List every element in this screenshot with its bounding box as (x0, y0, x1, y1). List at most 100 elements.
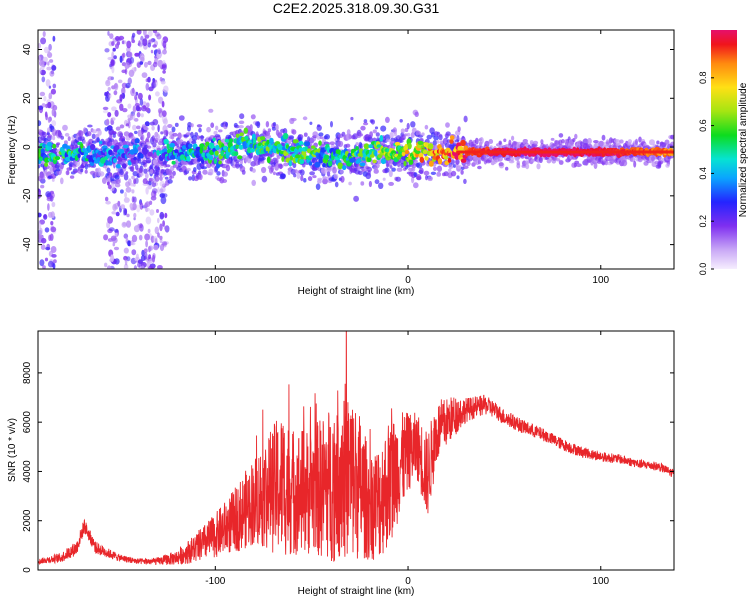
track-halo (426, 134, 432, 140)
track-point (314, 161, 321, 168)
track-halo (91, 129, 98, 134)
track-point (46, 141, 53, 147)
track-halo (186, 167, 191, 172)
track-halo (163, 129, 169, 136)
noise-blob (139, 61, 144, 65)
track-point (363, 143, 370, 150)
track-halo (234, 124, 240, 129)
track-point (355, 146, 359, 151)
track-halo (157, 141, 163, 146)
track-halo (303, 178, 307, 183)
noise-blob (104, 48, 110, 53)
track-point (377, 154, 383, 159)
track-halo (638, 136, 642, 143)
track-halo (138, 167, 143, 174)
noise-blob (146, 102, 150, 108)
noise-blob (145, 207, 149, 213)
track-halo (436, 171, 442, 177)
noise-blob (161, 241, 168, 246)
track-halo (332, 166, 337, 174)
noise-blob (123, 247, 129, 254)
y-tick-label: 20 (22, 92, 33, 104)
noise-blob (104, 262, 108, 268)
noise-blob (121, 221, 127, 228)
snr-marks (38, 331, 674, 566)
track-halo (98, 171, 105, 177)
track-halo (442, 137, 448, 145)
track-halo (307, 176, 313, 182)
track-halo (291, 129, 297, 135)
track-point (223, 145, 228, 151)
noise-blob (107, 87, 111, 91)
noise-blob (40, 64, 45, 70)
noise-blob (148, 246, 151, 253)
track-halo (241, 169, 246, 175)
track-halo (155, 133, 161, 141)
noise-blob (152, 236, 158, 243)
track-halo (115, 179, 121, 185)
track-halo (375, 132, 380, 137)
snr-frame (37, 330, 675, 571)
track-halo (658, 156, 663, 162)
noise-blob (132, 171, 138, 177)
track-halo (474, 137, 479, 145)
track-halo (463, 178, 467, 184)
track-point (244, 135, 249, 140)
track-halo (83, 139, 86, 145)
track-halo (267, 128, 272, 133)
track-halo (438, 134, 443, 141)
track-point (181, 145, 187, 150)
track-point (153, 152, 158, 156)
track-halo (280, 173, 286, 179)
track-point (39, 157, 44, 161)
track-point (228, 138, 234, 143)
track-point (239, 132, 244, 136)
track-halo (52, 147, 58, 155)
track-halo (123, 131, 130, 137)
noise-blob (137, 129, 142, 137)
track-point (422, 149, 428, 155)
track-halo (382, 177, 386, 181)
track-halo (503, 138, 507, 143)
track-point (122, 144, 129, 149)
track-halo (322, 178, 328, 185)
track-halo (406, 122, 410, 130)
track-halo (134, 130, 138, 135)
noise-blob (45, 246, 51, 251)
noise-blob (44, 257, 49, 262)
noise-blob (143, 30, 147, 36)
track-halo (432, 166, 438, 171)
track-halo (558, 160, 564, 165)
track-halo (117, 131, 123, 138)
noise-blob (107, 184, 112, 190)
track-halo (136, 125, 141, 130)
track-point (318, 158, 323, 164)
track-halo (416, 174, 422, 180)
track-point (81, 148, 86, 152)
track-point (366, 156, 372, 163)
noise-blob (126, 213, 130, 218)
noise-blob (45, 103, 49, 109)
track-point (115, 163, 121, 169)
track-halo (357, 170, 363, 176)
track-point (166, 143, 170, 150)
noise-blob (159, 223, 163, 232)
noise-blob (145, 216, 152, 225)
noise-blob (124, 257, 128, 266)
track-point (294, 154, 301, 159)
track-halo (450, 170, 457, 177)
track-point (415, 150, 421, 155)
spectrogram-x-axis-label: Height of straight line (km) (298, 286, 415, 297)
noise-blob (40, 37, 47, 45)
track-halo (586, 143, 593, 150)
track-halo (141, 134, 145, 141)
track-halo (111, 180, 117, 185)
track-halo (456, 164, 463, 170)
track-point (308, 161, 313, 166)
track-point (212, 137, 216, 142)
track-point (237, 155, 243, 160)
track-point (460, 158, 467, 163)
noise-blob (157, 265, 163, 269)
track-halo (225, 164, 231, 172)
noise-blob (119, 55, 123, 63)
